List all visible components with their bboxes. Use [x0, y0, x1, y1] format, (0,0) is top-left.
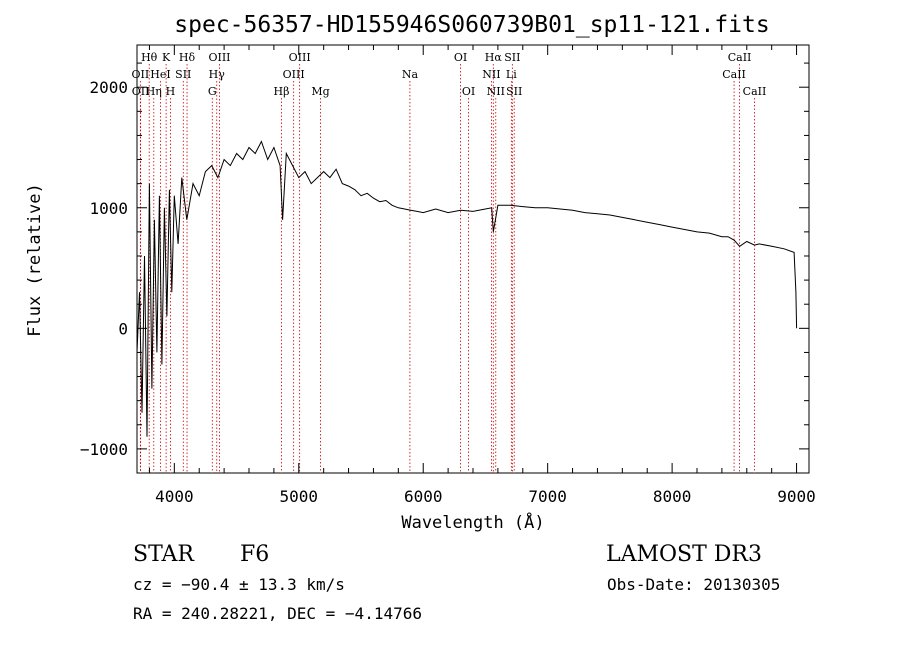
x-axis-label: Wavelength (Å) [401, 511, 544, 533]
y-tick-label: −1000 [80, 440, 128, 459]
y-tick-label: 1000 [89, 199, 128, 218]
plot-frame [136, 44, 810, 474]
line-marker-label: CaII [722, 68, 746, 81]
line-marker-label: Hγ [209, 68, 226, 81]
y-tick-label: 2000 [89, 78, 128, 97]
object-type: STAR [133, 542, 195, 567]
line-marker-label: OII [132, 68, 150, 81]
line-marker-label: G [208, 85, 217, 98]
line-marker-label: Mg [311, 85, 329, 98]
line-marker-label: H [166, 85, 176, 98]
line-marker-label: SII [504, 51, 520, 64]
x-axis: 4000 5000 6000 7000 8000 9000 [148, 45, 816, 506]
line-marker-label: K [162, 51, 171, 64]
x-tick-label: 6000 [404, 487, 443, 506]
line-marker-label: OII [132, 85, 150, 98]
line-marker-label: OI [462, 85, 475, 98]
line-marker-label: Hδ [179, 51, 196, 64]
y-tick-label: 0 [118, 319, 128, 338]
line-marker-label: OIII [208, 51, 230, 64]
line-marker-label: NII [487, 85, 505, 98]
redshift-cz: cz = −90.4 ± 13.3 km/s [133, 575, 345, 594]
x-tick-label: 7000 [528, 487, 567, 506]
line-marker-label: CaII [728, 51, 752, 64]
line-marker-label: Hη [146, 85, 162, 98]
line-marker-label: CaII [743, 85, 767, 98]
line-marker-label: OI [454, 51, 467, 64]
line-marker-label: OIII [283, 68, 305, 81]
line-marker-label: Hθ [141, 51, 158, 64]
line-marker-label: NII [482, 68, 500, 81]
x-tick-label: 8000 [653, 487, 692, 506]
line-marker-label: SII [175, 68, 191, 81]
y-axis-label: Flux (relative) [25, 183, 45, 337]
line-marker-label: HeI [150, 68, 170, 81]
survey-name: LAMOST DR3 [606, 542, 762, 567]
line-marker-label: SII [506, 85, 522, 98]
object-subclass: F6 [240, 542, 269, 567]
y-axis: −1000 0 1000 2000 [80, 62, 809, 459]
line-marker-label: Na [402, 68, 419, 81]
coordinates: RA = 240.28221, DEC = −4.14766 [133, 604, 422, 623]
line-marker-label: Hβ [274, 85, 290, 98]
spectrum-line [136, 140, 798, 437]
x-tick-label: 4000 [155, 487, 194, 506]
x-tick-label: 9000 [777, 487, 816, 506]
line-marker-label: Hα [485, 51, 503, 64]
chart-title: spec-56357-HD155946S060739B01_sp11-121.f… [174, 12, 769, 38]
line-marker-label: OIII [289, 51, 311, 64]
x-tick-label: 5000 [280, 487, 319, 506]
observation-date: Obs-Date: 20130305 [607, 575, 780, 594]
line-marker-label: Li [506, 68, 517, 81]
emission-line-markers [139, 64, 755, 473]
